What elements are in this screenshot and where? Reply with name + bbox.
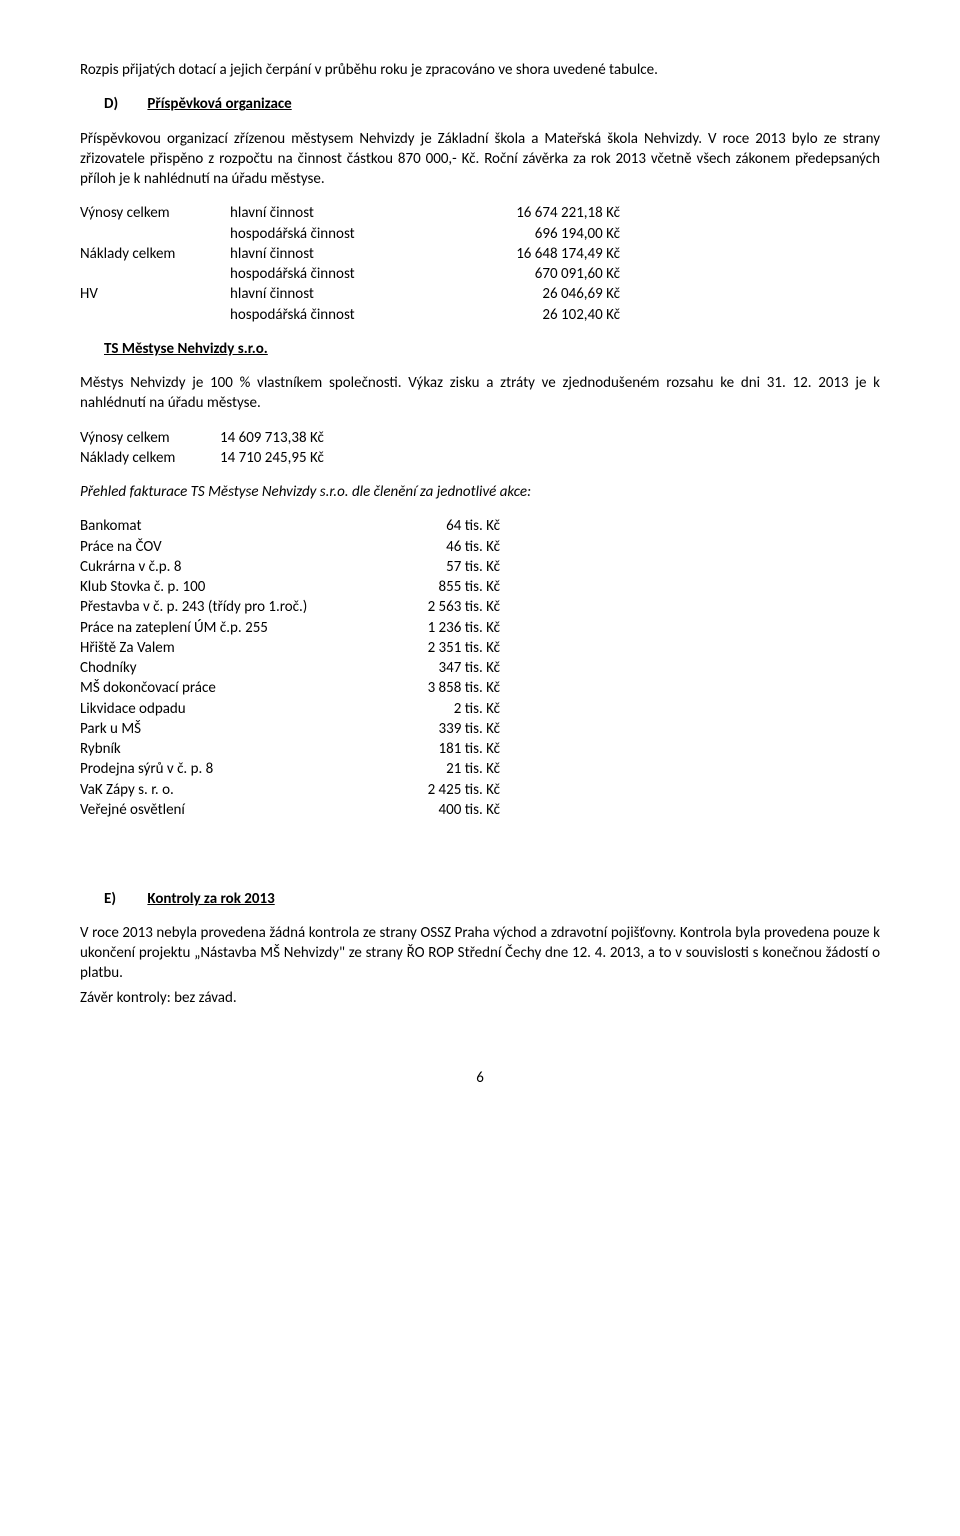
cell-value: 16 674 221,18 Kč bbox=[440, 203, 620, 223]
cell-label: Výnosy celkem bbox=[80, 203, 230, 223]
cell-label: Chodníky bbox=[80, 658, 390, 678]
section-d-heading: D) Příspěvková organizace bbox=[104, 94, 880, 114]
cell-label: MŠ dokončovací práce bbox=[80, 678, 390, 698]
section-e-title: Kontroly za rok 2013 bbox=[147, 890, 274, 908]
cell-label: Bankomat bbox=[80, 516, 390, 536]
table-row: Veřejné osvětlení400 tis. Kč bbox=[80, 800, 880, 820]
cell-label: Práce na ČOV bbox=[80, 537, 390, 557]
section-d-title: Příspěvková organizace bbox=[147, 95, 291, 113]
table-row: MŠ dokončovací práce3 858 tis. Kč bbox=[80, 678, 880, 698]
cell-value: 670 091,60 Kč bbox=[440, 264, 620, 284]
cell-activity: hlavní činnost bbox=[230, 203, 440, 223]
cell-value: 16 648 174,49 Kč bbox=[440, 244, 620, 264]
cell-activity: hospodářská činnost bbox=[230, 305, 440, 325]
cell-label: Cukrárna v č.p. 8 bbox=[80, 557, 390, 577]
cell-value: 696 194,00 Kč bbox=[440, 224, 620, 244]
cell-activity: hospodářská činnost bbox=[230, 264, 440, 284]
cell-value: 26 102,40 Kč bbox=[440, 305, 620, 325]
cell-activity: hospodářská činnost bbox=[230, 224, 440, 244]
fakturace-table: Bankomat64 tis. Kč Práce na ČOV46 tis. K… bbox=[80, 516, 880, 820]
table-row: HV hlavní činnost 26 046,69 Kč bbox=[80, 284, 880, 304]
cell-label bbox=[80, 224, 230, 244]
table-row: hospodářská činnost 670 091,60 Kč bbox=[80, 264, 880, 284]
ts-heading: TS Městyse Nehvizdy s.r.o. bbox=[104, 339, 880, 359]
cell-label: Hřiště Za Valem bbox=[80, 638, 390, 658]
fakturace-heading: Přehled fakturace TS Městyse Nehvizdy s.… bbox=[80, 482, 880, 502]
section-d-para1: Příspěvkovou organizací zřízenou městyse… bbox=[80, 129, 880, 190]
cell-label: Veřejné osvětlení bbox=[80, 800, 390, 820]
table-row: hospodářská činnost 696 194,00 Kč bbox=[80, 224, 880, 244]
cell-label: Přestavba v č. p. 243 (třídy pro 1.roč.) bbox=[80, 597, 390, 617]
table-row: Práce na zateplení ÚM č.p. 2551 236 tis.… bbox=[80, 618, 880, 638]
table-row: Výnosy celkem hlavní činnost 16 674 221,… bbox=[80, 203, 880, 223]
cell-activity: hlavní činnost bbox=[230, 244, 440, 264]
section-e-letter: E) bbox=[104, 889, 144, 909]
cell-label: VaK Zápy s. r. o. bbox=[80, 780, 390, 800]
section-e-heading: E) Kontroly za rok 2013 bbox=[104, 889, 880, 909]
cell-value: 2 tis. Kč bbox=[390, 699, 500, 719]
cell-value: 21 tis. Kč bbox=[390, 759, 500, 779]
cell-activity: hlavní činnost bbox=[230, 284, 440, 304]
cell-value: 3 858 tis. Kč bbox=[390, 678, 500, 698]
cell-value: 57 tis. Kč bbox=[390, 557, 500, 577]
cell-label: Rybník bbox=[80, 739, 390, 759]
cell-label: HV bbox=[80, 284, 230, 304]
table-row: hospodářská činnost 26 102,40 Kč bbox=[80, 305, 880, 325]
cell-value: 347 tis. Kč bbox=[390, 658, 500, 678]
cell-label: Park u MŠ bbox=[80, 719, 390, 739]
table-row: Rybník181 tis. Kč bbox=[80, 739, 880, 759]
cell-label: Výnosy celkem bbox=[80, 428, 220, 448]
cell-value: 64 tis. Kč bbox=[390, 516, 500, 536]
page-number: 6 bbox=[80, 1068, 880, 1088]
cell-value: 2 351 tis. Kč bbox=[390, 638, 500, 658]
section-e-para2: Závěr kontroly: bez závad. bbox=[80, 988, 880, 1008]
cell-value: 46 tis. Kč bbox=[390, 537, 500, 557]
table-row: Park u MŠ339 tis. Kč bbox=[80, 719, 880, 739]
cell-value: 14 710 245,95 Kč bbox=[220, 448, 520, 468]
ts-para: Městys Nehvizdy je 100 % vlastníkem spol… bbox=[80, 373, 880, 414]
table-row: Chodníky347 tis. Kč bbox=[80, 658, 880, 678]
cell-label: Náklady celkem bbox=[80, 448, 220, 468]
table-row: Práce na ČOV46 tis. Kč bbox=[80, 537, 880, 557]
cell-value: 400 tis. Kč bbox=[390, 800, 500, 820]
cell-value: 855 tis. Kč bbox=[390, 577, 500, 597]
cell-label: Práce na zateplení ÚM č.p. 255 bbox=[80, 618, 390, 638]
cell-value: 181 tis. Kč bbox=[390, 739, 500, 759]
table-row: Likvidace odpadu2 tis. Kč bbox=[80, 699, 880, 719]
table-row: Cukrárna v č.p. 857 tis. Kč bbox=[80, 557, 880, 577]
cell-label: Likvidace odpadu bbox=[80, 699, 390, 719]
cell-value: 339 tis. Kč bbox=[390, 719, 500, 739]
cell-value: 14 609 713,38 Kč bbox=[220, 428, 520, 448]
cell-value: 2 563 tis. Kč bbox=[390, 597, 500, 617]
table-row: Přestavba v č. p. 243 (třídy pro 1.roč.)… bbox=[80, 597, 880, 617]
cell-value: 26 046,69 Kč bbox=[440, 284, 620, 304]
table-row: Prodejna sýrů v č. p. 821 tis. Kč bbox=[80, 759, 880, 779]
table-row: Hřiště Za Valem2 351 tis. Kč bbox=[80, 638, 880, 658]
table-row: Klub Stovka č. p. 100855 tis. Kč bbox=[80, 577, 880, 597]
table-row: Náklady celkem hlavní činnost 16 648 174… bbox=[80, 244, 880, 264]
cell-label: Klub Stovka č. p. 100 bbox=[80, 577, 390, 597]
section-e-para1: V roce 2013 nebyla provedena žádná kontr… bbox=[80, 923, 880, 984]
cell-label bbox=[80, 305, 230, 325]
intro-paragraph: Rozpis přijatých dotací a jejich čerpání… bbox=[80, 60, 880, 80]
table-row: VaK Zápy s. r. o.2 425 tis. Kč bbox=[80, 780, 880, 800]
table-row: Bankomat64 tis. Kč bbox=[80, 516, 880, 536]
section-d-letter: D) bbox=[104, 94, 144, 114]
cell-value: 1 236 tis. Kč bbox=[390, 618, 500, 638]
ts-totals-table: Výnosy celkem 14 609 713,38 Kč Náklady c… bbox=[80, 428, 880, 469]
section-d-table: Výnosy celkem hlavní činnost 16 674 221,… bbox=[80, 203, 880, 325]
cell-label: Prodejna sýrů v č. p. 8 bbox=[80, 759, 390, 779]
table-row: Náklady celkem 14 710 245,95 Kč bbox=[80, 448, 880, 468]
cell-value: 2 425 tis. Kč bbox=[390, 780, 500, 800]
table-row: Výnosy celkem 14 609 713,38 Kč bbox=[80, 428, 880, 448]
cell-label: Náklady celkem bbox=[80, 244, 230, 264]
cell-label bbox=[80, 264, 230, 284]
